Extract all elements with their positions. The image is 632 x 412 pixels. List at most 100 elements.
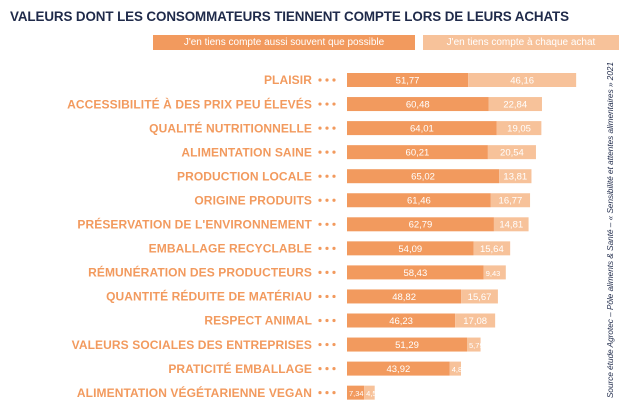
bar-chaque-achat: [468, 73, 577, 87]
value-label-chaque-achat: 13,81: [503, 172, 527, 183]
bar-chaque-achat: [455, 313, 496, 328]
leader-dot: [325, 367, 329, 371]
value-label-aussi-souvent: 62,79: [409, 220, 433, 231]
bar-chaque-achat: [473, 241, 511, 256]
value-label-chaque-achat: 14,81: [499, 220, 523, 231]
category-label: VALEURS SOCIALES DES ENTREPRISES: [72, 338, 312, 352]
leader-dot: [332, 150, 336, 154]
leader-dot: [318, 318, 322, 323]
leader-dot: [332, 270, 336, 274]
value-label-chaque-achat: 19,05: [507, 124, 531, 135]
leader-dot: [325, 126, 329, 130]
bar-aussi-souvent: [347, 361, 450, 376]
value-label-chaque-achat: 20,54: [500, 148, 524, 159]
bar-chaque-achat: [499, 169, 532, 184]
leader-dot: [325, 102, 329, 106]
leader-dot: [332, 367, 336, 371]
legend-entry-chaque-achat: J'en tiens compte à chaque achat: [423, 35, 619, 50]
bar-chaque-achat: [364, 385, 375, 400]
category-label: PRÉSERVATION DE L'ENVIRONNEMENT: [77, 217, 312, 232]
bar-aussi-souvent: [347, 97, 489, 112]
bar-aussi-souvent: [347, 241, 474, 256]
category-label: PRATICITÉ EMBALLAGE: [168, 361, 312, 376]
leader-dot: [332, 294, 336, 299]
leader-dot: [325, 150, 329, 154]
bar-aussi-souvent: [347, 193, 491, 208]
leader-dot: [318, 367, 322, 371]
value-label-aussi-souvent: 7,34: [349, 389, 364, 398]
leader-dot: [318, 78, 322, 82]
value-label-chaque-achat: 4,5: [366, 389, 376, 398]
bar-chaque-achat: [483, 265, 506, 280]
leader-dot: [332, 174, 336, 178]
value-label-aussi-souvent: 43,92: [386, 364, 410, 375]
bar-chaque-achat: [467, 337, 481, 352]
leader-dot: [325, 270, 329, 274]
bar-aussi-souvent: [347, 73, 469, 87]
leader-dot: [332, 222, 336, 226]
leader-dot: [318, 270, 322, 274]
leader-dot: [318, 174, 322, 178]
leader-dot: [318, 391, 322, 395]
value-label-aussi-souvent: 64,01: [410, 124, 434, 135]
leader-dot: [332, 198, 336, 202]
bar-chaque-achat: [488, 97, 542, 112]
leader-dot: [325, 342, 329, 347]
leader-dot: [318, 126, 322, 130]
value-label-aussi-souvent: 51,29: [395, 340, 419, 351]
category-label: ACCESSIBILITÉ À DES PRIX PEU ÉLEVÉS: [67, 96, 312, 111]
value-label-chaque-achat: 17,08: [463, 316, 487, 327]
leader-dot: [325, 294, 329, 299]
category-label: QUANTITÉ RÉDUITE DE MATÉRIAU: [106, 289, 312, 304]
value-label-aussi-souvent: 60,21: [406, 148, 430, 159]
leader-dot: [332, 126, 336, 130]
category-label: ALIMENTATION SAINE: [181, 145, 312, 159]
leader-dot: [332, 391, 336, 395]
bar-chaque-achat: [487, 145, 536, 160]
value-label-aussi-souvent: 51,77: [396, 75, 420, 86]
leader-dot: [332, 246, 336, 250]
value-label-chaque-achat: 22,84: [503, 99, 527, 110]
leader-dot: [318, 342, 322, 347]
leader-dot: [325, 78, 329, 82]
bar-aussi-souvent: [347, 289, 462, 304]
value-label-chaque-achat: 46,16: [510, 75, 534, 86]
leader-dot: [325, 246, 329, 250]
leader-dot: [318, 150, 322, 154]
category-label: PRODUCTION LOCALE: [177, 169, 312, 183]
value-label-chaque-achat: 5,79: [469, 341, 484, 350]
value-label-chaque-achat: 15,64: [480, 244, 504, 255]
value-label-aussi-souvent: 58,43: [403, 268, 427, 279]
leader-dot: [332, 318, 336, 323]
category-label: RESPECT ANIMAL: [204, 314, 312, 328]
leader-dot: [325, 318, 329, 323]
value-label-aussi-souvent: 61,46: [407, 196, 431, 207]
bar-aussi-souvent: [347, 169, 500, 184]
leader-dot: [318, 198, 322, 202]
leader-dot: [325, 222, 329, 226]
bar-chaque-achat: [461, 289, 498, 304]
category-label: ORIGINE PRODUITS: [194, 193, 312, 207]
leader-dot: [318, 294, 322, 299]
leader-dot: [325, 391, 329, 395]
value-label-aussi-souvent: 65,02: [411, 172, 435, 183]
value-label-chaque-achat: 4,80: [452, 365, 467, 374]
bar-aussi-souvent: [347, 265, 484, 280]
bar-aussi-souvent: [347, 145, 488, 160]
category-label: ALIMENTATION VÉGÉTARIENNE VEGAN: [77, 385, 312, 400]
bar-aussi-souvent: [347, 121, 497, 136]
value-label-aussi-souvent: 54,09: [398, 244, 422, 255]
chart-title: VALEURS DONT LES CONSOMMATEURS TIENNENT …: [10, 9, 569, 24]
category-label: PLAISIR: [264, 73, 312, 87]
bar-chaque-achat: [449, 361, 462, 376]
leader-dot: [325, 174, 329, 178]
bar-aussi-souvent: [347, 313, 456, 328]
bar-chaque-achat: [496, 121, 542, 136]
value-label-chaque-achat: 16,77: [499, 196, 523, 207]
category-label: QUALITÉ NUTRITIONNELLE: [149, 120, 312, 135]
leader-dot: [325, 198, 329, 202]
leader-dot: [332, 78, 336, 82]
leader-dot: [332, 342, 336, 347]
leader-dot: [318, 102, 322, 106]
